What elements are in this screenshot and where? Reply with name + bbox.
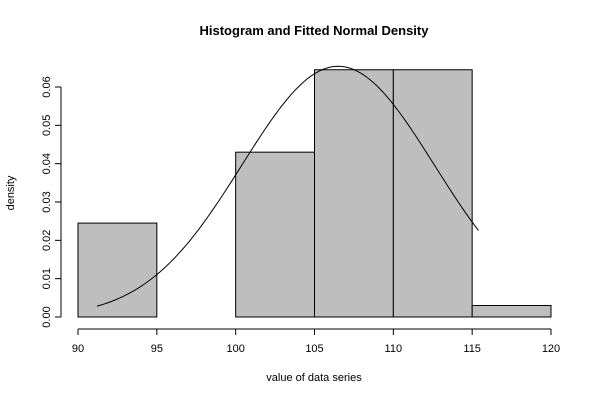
y-axis-label: density: [5, 175, 17, 210]
y-tick-label: 0.06: [41, 76, 53, 97]
y-tick-label: 0.05: [41, 115, 53, 136]
fitted-normal-curve: [96, 65, 479, 307]
y-tick-label: 0.04: [41, 153, 53, 174]
histogram-bar: [77, 222, 158, 318]
histogram-bar: [235, 151, 316, 318]
x-tick-label: 105: [305, 343, 323, 355]
x-tick-label: 115: [463, 343, 481, 355]
histogram-bar: [314, 69, 394, 318]
x-tick-label: 100: [226, 343, 244, 355]
y-tick-label: 0.00: [41, 306, 53, 327]
x-tick-label: 95: [151, 343, 163, 355]
chart-title: Histogram and Fitted Normal Density: [200, 23, 430, 38]
y-axis: 0.00 0.01 0.02 0.03 0.04 0.05 0.06: [41, 76, 62, 328]
x-tick-label: 120: [542, 343, 560, 355]
x-axis-label: value of data series: [266, 372, 362, 384]
x-tick-label: 90: [72, 343, 84, 355]
y-tick-label: 0.02: [41, 230, 53, 251]
histogram-bar: [471, 305, 552, 318]
histogram-bar: [392, 69, 473, 318]
x-axis: 90 95 100 105 110 115 120: [72, 328, 560, 355]
x-tick-label: 110: [385, 343, 403, 355]
y-tick-label: 0.01: [41, 268, 53, 289]
histogram-bars: [77, 69, 552, 318]
y-tick-label: 0.03: [41, 191, 53, 212]
